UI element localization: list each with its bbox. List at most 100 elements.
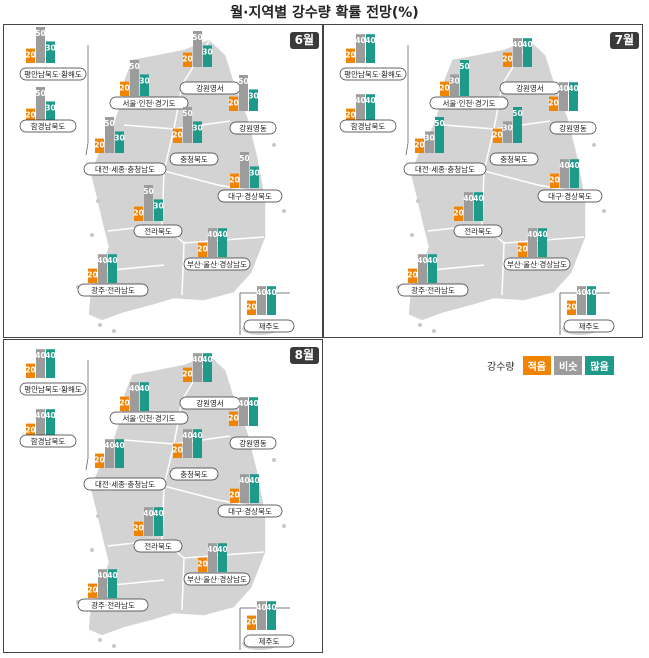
bar-value-label: 50 <box>238 77 248 86</box>
bar-high <box>115 131 124 153</box>
bar-normal <box>193 31 202 67</box>
bar-value-label: 30 <box>139 76 149 85</box>
bar-value-label: 40 <box>129 384 139 393</box>
bar-high <box>154 507 163 536</box>
bar-normal <box>425 131 434 153</box>
bar-low <box>415 138 424 153</box>
bar-value-label: 20 <box>566 303 576 312</box>
bar-normal <box>183 107 192 143</box>
island <box>98 638 102 642</box>
bar-high <box>428 254 437 283</box>
bar-value-label: 40 <box>256 288 266 297</box>
bar-value-label: 40 <box>559 161 569 170</box>
island <box>272 143 276 147</box>
bar-normal <box>36 87 45 123</box>
bar-value-label: 40 <box>107 571 117 580</box>
province-border <box>181 557 185 611</box>
bar-value-label: 20 <box>548 99 558 108</box>
bar-high <box>523 38 532 67</box>
legend-item-high: 많음 <box>585 356 614 375</box>
panel-june: 20 50 30 평안남북도·황해도 20 50 30 함경남북도 20 50 30 서울·인천·경기… <box>3 24 323 338</box>
bar-low <box>26 363 35 378</box>
bar-value-label: 20 <box>197 245 207 254</box>
region-label-box <box>243 634 295 648</box>
bar-value-label: 20 <box>182 55 192 64</box>
bar-value-label: 20 <box>407 271 417 280</box>
region-label-box <box>397 283 469 297</box>
bar-value-label: 30 <box>248 91 258 100</box>
bar-low <box>183 52 192 67</box>
bar-normal <box>183 429 192 458</box>
bar-value-label: 40 <box>249 476 259 485</box>
bar-value-label: 20 <box>246 618 256 627</box>
bar-low <box>229 96 238 111</box>
region-label-box <box>339 119 397 133</box>
region-label: 대전·세종·충청남도 <box>95 479 155 489</box>
region-label-box <box>109 96 189 110</box>
region-label-box <box>229 436 277 450</box>
bar-value-label: 40 <box>207 545 217 554</box>
north-outline <box>85 360 89 471</box>
bar-value-label: 50 <box>129 62 139 71</box>
region-label-box <box>217 504 283 518</box>
bar-normal <box>239 75 248 111</box>
bar-value-label: 20 <box>345 111 355 120</box>
region-label-box <box>109 411 189 425</box>
chart-title: 월·지역별 강수량 확률 전망(%) <box>230 5 419 21</box>
region-label-box <box>183 572 251 586</box>
bar-low <box>198 242 207 257</box>
bar-value-label: 40 <box>202 355 212 364</box>
province-border <box>163 128 175 172</box>
province-border <box>181 242 185 296</box>
bar-value-label: 40 <box>355 96 365 105</box>
island <box>432 329 436 333</box>
legend: 강수량 적음 비슷 많음 <box>487 356 614 375</box>
region-label-box <box>429 96 509 110</box>
bar-value-label: 30 <box>502 123 512 132</box>
bar-value-label: 40 <box>153 509 163 518</box>
bar-low <box>26 423 35 438</box>
bar-high <box>218 543 227 572</box>
bar-value-label: 20 <box>87 271 97 280</box>
bar-high <box>46 349 55 378</box>
region-label: 함경남북도 <box>31 121 66 131</box>
bar-value-label: 20 <box>94 456 104 465</box>
bar-normal <box>144 185 153 221</box>
bar-value-label: 40 <box>537 230 547 239</box>
bar-value-label: 40 <box>256 603 266 612</box>
bar-normal <box>240 474 249 503</box>
bar-normal <box>98 254 107 283</box>
bar-normal <box>36 409 45 438</box>
bar-value-label: 20 <box>453 209 463 218</box>
bar-value-label: 20 <box>229 176 239 185</box>
bar-normal <box>356 94 365 123</box>
bar-low <box>120 396 129 411</box>
island <box>90 548 94 552</box>
region-label: 부산·울산·경상남도 <box>187 259 247 269</box>
region-label: 대구·경상북도 <box>228 191 272 201</box>
bar-high <box>250 474 259 503</box>
bar-high <box>193 121 202 143</box>
bar-normal <box>559 82 568 111</box>
bar-value-label: 40 <box>266 288 276 297</box>
region-label: 충청북도 <box>180 155 208 164</box>
bar-normal <box>208 543 217 572</box>
province-border <box>163 443 175 487</box>
bar-value-label: 40 <box>45 411 55 420</box>
bar-low <box>26 48 35 63</box>
region-label-box <box>133 224 183 238</box>
bar-value-label: 20 <box>228 99 238 108</box>
bar-value-label: 40 <box>114 441 124 450</box>
bar-normal <box>193 353 202 382</box>
region-label: 강원영동 <box>559 123 587 133</box>
bar-normal <box>450 74 459 96</box>
region-label: 강원영서 <box>196 398 224 408</box>
bar-high <box>538 228 547 257</box>
region-label-box <box>19 382 87 396</box>
region-label-box <box>169 467 219 481</box>
